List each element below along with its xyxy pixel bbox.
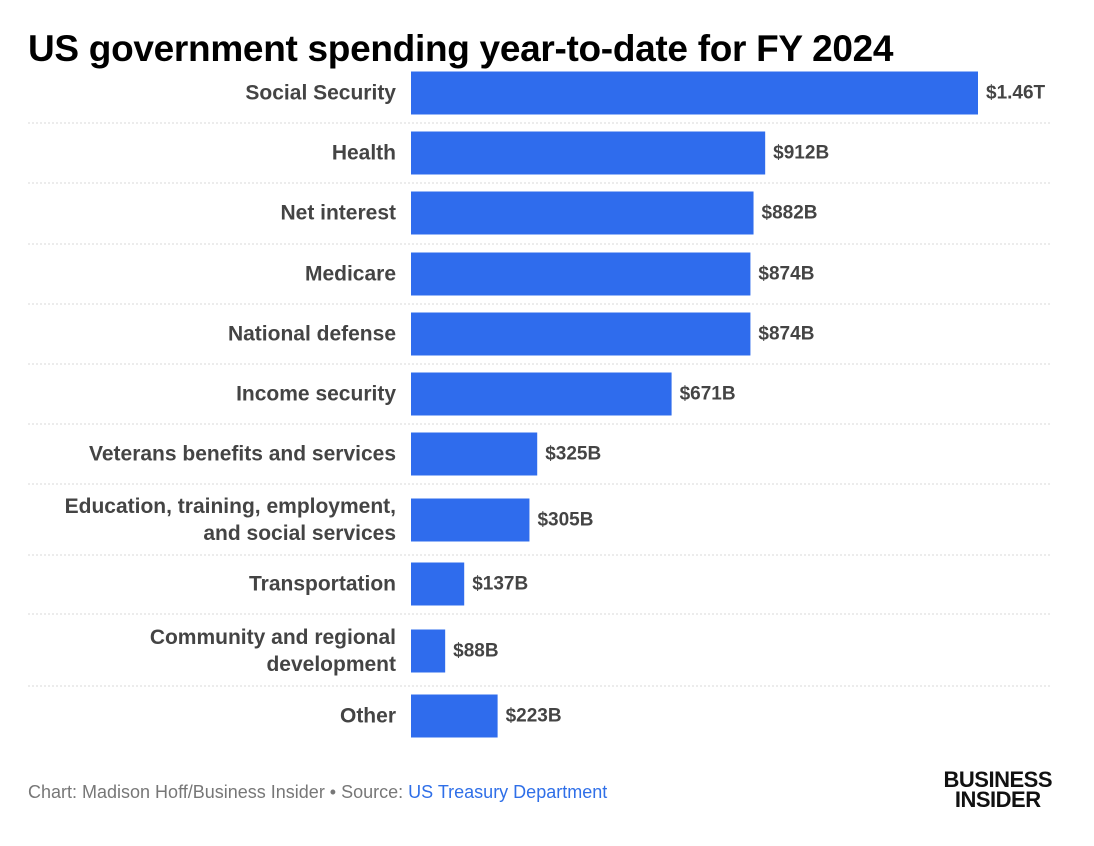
bar-2 <box>411 191 754 235</box>
category-label: Net interest <box>280 202 396 225</box>
value-label: $671B <box>680 384 736 405</box>
value-label: $1.46T <box>986 83 1046 104</box>
bar-4 <box>411 312 751 356</box>
bar-1 <box>411 131 766 175</box>
category-label: Income security <box>236 383 396 406</box>
category-label: Other <box>340 705 396 728</box>
chart-footer: Chart: Madison Hoff/Business Insider • S… <box>28 782 607 803</box>
category-label: Community and regional development <box>150 626 396 676</box>
bar-5 <box>411 372 672 416</box>
category-label: Social Security <box>245 82 396 105</box>
logo-line-1: BUSINESS <box>943 767 1053 792</box>
value-label: $88B <box>453 641 498 662</box>
bar-8 <box>411 562 465 606</box>
bar-6 <box>411 432 538 476</box>
value-label: $325B <box>545 444 601 465</box>
value-label: $912B <box>773 143 829 164</box>
value-label: $882B <box>762 203 818 224</box>
bar-7 <box>411 498 530 542</box>
chart-title: US government spending year-to-date for … <box>28 28 894 69</box>
category-label: Medicare <box>305 263 396 286</box>
bar-9 <box>411 629 446 673</box>
footer-credit: Chart: Madison Hoff/Business Insider • S… <box>28 782 409 802</box>
bar-3 <box>411 252 751 296</box>
value-label: $305B <box>537 510 593 531</box>
logo-line-2: INSIDER <box>954 787 1041 812</box>
category-label: Education, training, employment, and soci… <box>65 495 396 545</box>
category-label: Transportation <box>249 573 396 596</box>
source-link[interactable]: US Treasury Department <box>408 782 608 802</box>
value-label: $137B <box>472 574 528 595</box>
category-label: Veterans benefits and services <box>89 443 396 466</box>
value-label: $874B <box>758 324 814 345</box>
business-insider-logo: BUSINESS INSIDER <box>943 767 1053 812</box>
bar-0 <box>411 71 978 115</box>
value-label: $874B <box>758 264 814 285</box>
category-label: National defense <box>228 323 396 346</box>
value-label: $223B <box>506 706 562 727</box>
category-label: Health <box>332 142 396 165</box>
bar-10 <box>411 694 498 738</box>
